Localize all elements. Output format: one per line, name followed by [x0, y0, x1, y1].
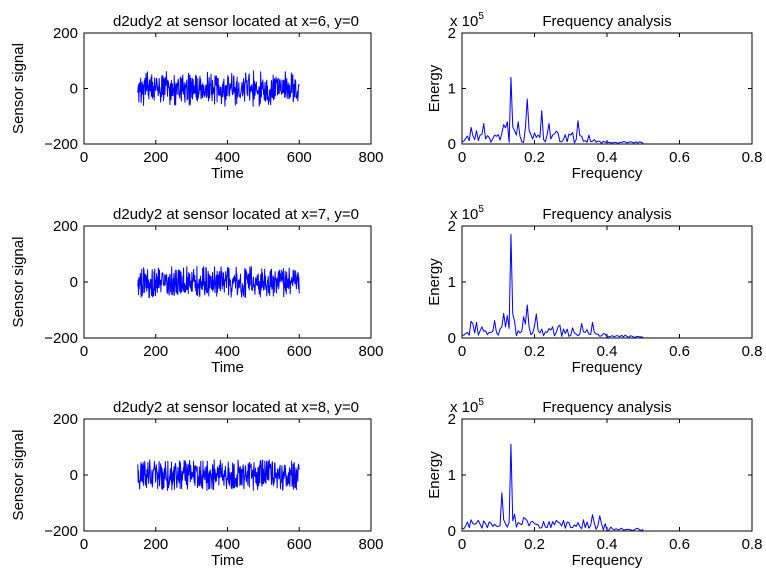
x-tick-label: 0: [458, 149, 466, 166]
x-tick-label: 400: [215, 343, 240, 360]
x-tick-label: 600: [287, 343, 312, 360]
y-tick-label: 0: [70, 274, 78, 291]
x-tick-label: 400: [215, 536, 240, 553]
x-tick-label: 0: [458, 343, 466, 360]
x-tick-label: 0.2: [524, 536, 545, 553]
y-axis-label: Energy: [426, 258, 443, 306]
subplot-6: 0 0.2 0.4 0.6 0.8 2 1 0 Frequency analysis Freque…: [426, 397, 762, 569]
x-tick-label: 0: [80, 149, 88, 166]
x-tick-label: 600: [287, 149, 312, 166]
x-tick-label: 800: [358, 536, 383, 553]
y-tick-label: 1: [448, 274, 456, 291]
x-axis-label: Time: [211, 165, 244, 182]
series-line: [462, 233, 644, 338]
x-tick-label: 0.4: [597, 343, 618, 360]
y-scale-multiplier: x 105: [450, 204, 484, 223]
plot-frame: [83, 225, 372, 339]
y-axis-label: Sensor signal: [10, 43, 27, 134]
x-tick-label: 400: [215, 149, 240, 166]
y-tick-label: 2: [448, 218, 456, 235]
x-tick-label: 0.6: [669, 343, 690, 360]
y-axis-label: Energy: [426, 451, 443, 499]
plot-frame: [461, 225, 753, 339]
y-axis-label: Sensor signal: [10, 430, 27, 521]
y-tick-label: 1: [448, 81, 456, 98]
chart-title: Frequency analysis: [542, 13, 671, 30]
x-tick-label: 0.4: [597, 149, 618, 166]
x-tick-label: 0.8: [742, 343, 763, 360]
chart-title: Frequency analysis: [542, 206, 671, 223]
y-tick-label: 200: [53, 218, 78, 235]
x-tick-label: 800: [358, 343, 383, 360]
subplot-2: 0 0.2 0.4 0.6 0.8 2 1 0 Frequency analysis Freque…: [426, 11, 762, 182]
x-tick-label: 0.6: [669, 536, 690, 553]
y-tick-label: 0: [448, 330, 456, 347]
y-tick-label: −200: [44, 136, 78, 153]
y-scale-base: x 10: [450, 399, 478, 416]
y-tick-label: 0: [70, 81, 78, 98]
x-axis-label: Time: [211, 359, 244, 376]
y-tick-label: 1: [448, 467, 456, 484]
x-tick-label: 200: [143, 149, 168, 166]
y-tick-label: 0: [448, 136, 456, 153]
series-line: [461, 443, 644, 531]
x-tick-label: 0: [80, 536, 88, 553]
x-tick-label: 200: [143, 536, 168, 553]
y-tick-label: 200: [53, 25, 78, 42]
x-tick-label: 0.2: [524, 149, 545, 166]
x-tick-label: 0: [458, 536, 466, 553]
y-tick-label: −200: [44, 330, 78, 347]
series-line: [462, 76, 644, 144]
y-tick-label: 0: [448, 523, 456, 540]
x-axis-label: Frequency: [572, 165, 643, 182]
x-tick-label: 600: [287, 536, 312, 553]
chart-title: d2udy2 at sensor located at x=6, y=0: [113, 13, 359, 30]
x-tick-label: 0.4: [597, 536, 618, 553]
y-axis-label: Sensor signal: [10, 237, 27, 328]
x-axis-label: Frequency: [572, 359, 643, 376]
x-tick-label: 0.8: [742, 149, 763, 166]
series-line: [137, 266, 300, 299]
x-tick-label: 800: [358, 149, 383, 166]
chart-title: d2udy2 at sensor located at x=7, y=0: [113, 206, 359, 223]
x-tick-label: 0.6: [669, 149, 690, 166]
x-tick-label: 200: [143, 343, 168, 360]
y-scale-exponent: 5: [478, 204, 484, 215]
y-scale-base: x 10: [450, 13, 478, 30]
chart-title: Frequency analysis: [542, 399, 671, 416]
x-tick-label: 0.8: [742, 536, 763, 553]
y-scale-multiplier: x 105: [450, 397, 484, 416]
y-scale-exponent: 5: [478, 397, 484, 408]
series-line: [137, 70, 300, 107]
x-axis-label: Time: [211, 552, 244, 569]
y-tick-label: 2: [448, 411, 456, 428]
x-tick-label: 0: [80, 343, 88, 360]
y-scale-multiplier: x 105: [450, 11, 484, 30]
y-tick-label: 2: [448, 25, 456, 42]
y-scale-exponent: 5: [478, 11, 484, 22]
x-tick-label: 0.2: [524, 343, 545, 360]
chart-title: d2udy2 at sensor located at x=8, y=0: [113, 399, 359, 416]
plot-frame: [461, 418, 753, 532]
y-axis-label: Energy: [426, 64, 443, 112]
y-scale-base: x 10: [450, 206, 478, 223]
y-tick-label: 0: [70, 467, 78, 484]
y-tick-label: −200: [44, 523, 78, 540]
x-axis-label: Frequency: [572, 552, 643, 569]
y-tick-label: 200: [53, 411, 78, 428]
series-line: [137, 459, 300, 491]
subplot-4: 0 0.2 0.4 0.6 0.8 2 1 0 Frequency analysis Freque…: [426, 204, 762, 376]
